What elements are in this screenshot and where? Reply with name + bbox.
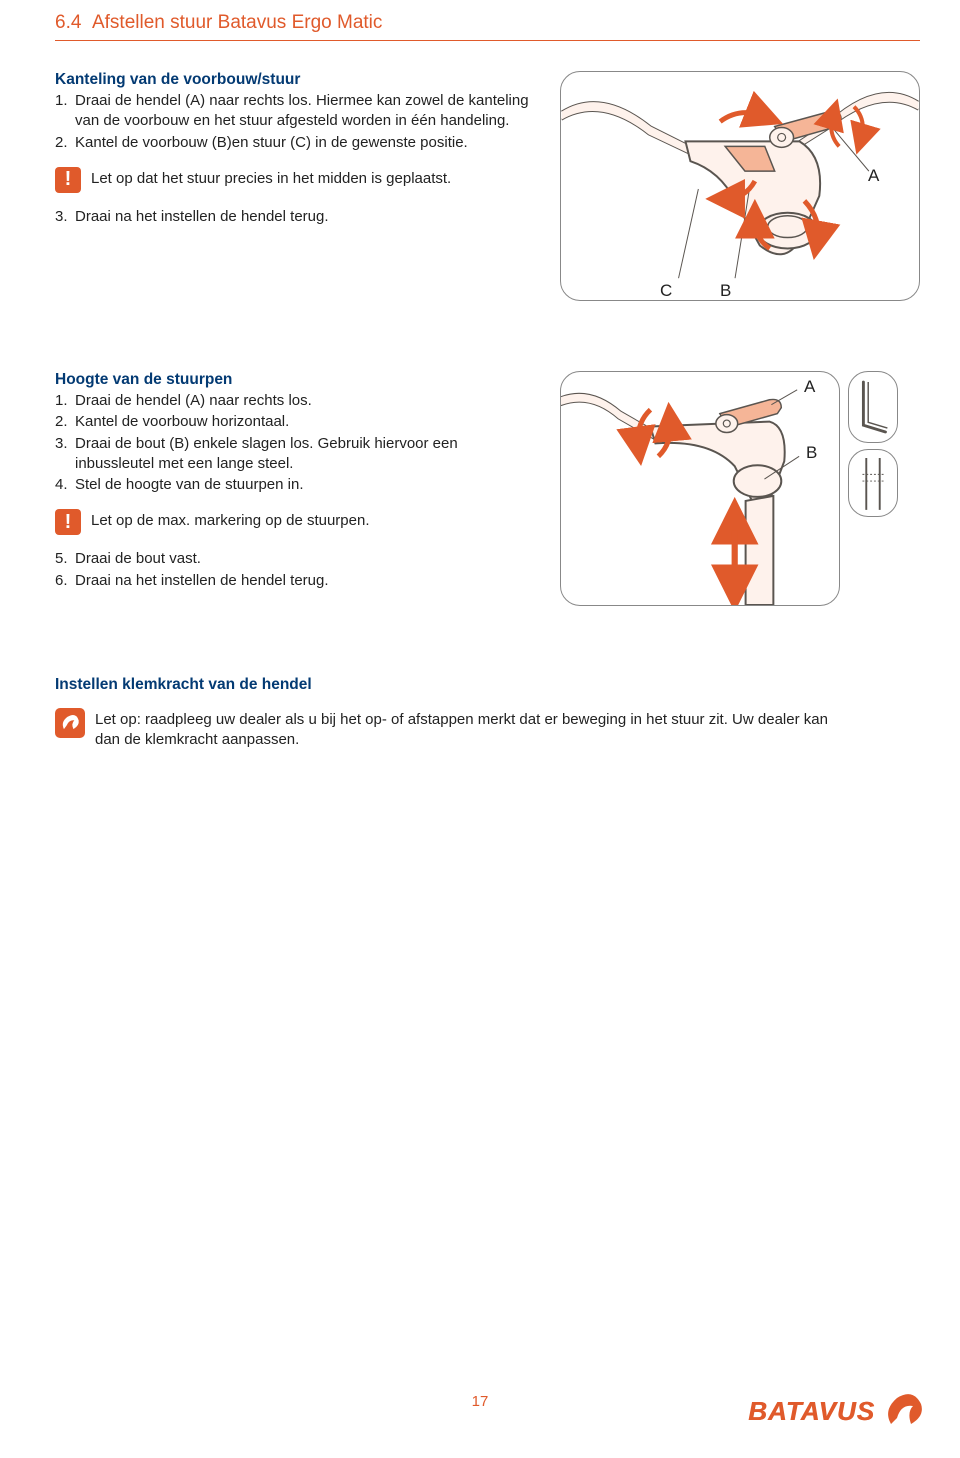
section-heading: 6.4 Afstellen stuur Batavus Ergo Matic [55,12,920,41]
list-item: 5. Draai de bout vast. [55,549,535,569]
warning-icon: ! [55,509,81,535]
list-item: 4. Stel de hoogte van de stuurpen in. [55,475,535,495]
block2-list-after: 5. Draai de bout vast. 6. Draai na het i… [55,549,535,591]
footer-brand-text: BATAVUS [748,1396,875,1427]
figure-label-A: A [804,377,815,397]
block1-list: 1. Draai de hendel (A) naar rechts los. … [55,91,535,153]
item-text: Draai de bout vast. [75,549,535,569]
list-item: 2. Kantel de voorbouw (B)en stuur (C) in… [55,133,535,153]
item-text: Draai de hendel (A) naar rechts los. Hie… [75,91,535,132]
block-hoogte: Hoogte van de stuurpen 1. Draai de hende… [55,371,920,606]
item-text: Kantel de voorbouw (B)en stuur (C) in de… [75,133,535,153]
item-number: 5. [55,549,75,569]
handlebar-diagram-1 [561,72,919,300]
list-item: 3. Draai de bout (B) enkele slagen los. … [55,434,535,475]
block-kanteling: Kanteling van de voorbouw/stuur 1. Draai… [55,71,920,301]
item-number: 2. [55,133,75,153]
batavus-logo-icon [55,708,85,738]
item-text: Draai na het instellen de hendel terug. [75,571,535,591]
item-number: 6. [55,571,75,591]
dealer-note-row: Let op: raadpleeg uw dealer als u bij he… [55,708,920,751]
stem-marking-icon [849,450,897,516]
section-title-text: Afstellen stuur Batavus Ergo Matic [92,12,382,33]
handlebar-diagram-2 [561,372,839,605]
block2-list: 1. Draai de hendel (A) naar rechts los. … [55,391,535,495]
footer-logo: BATAVUS [748,1390,925,1432]
figure-label-B: B [720,281,731,301]
block3-subtitle: Instellen klemkracht van de hendel [55,676,920,694]
warning-icon: ! [55,167,81,193]
list-item: 2. Kantel de voorbouw horizontaal. [55,412,535,432]
section-number: 6.4 [55,12,81,33]
list-item: 1. Draai de hendel (A) naar rechts los. [55,391,535,411]
batavus-swirl-icon [883,1390,925,1432]
item-text: Kantel de voorbouw horizontaal. [75,412,535,432]
item-number: 1. [55,391,75,411]
figure-1: A B C [560,71,920,301]
item-text: Draai de bout (B) enkele slagen los. Geb… [75,434,535,475]
figure-2: A B [560,371,920,606]
item-number: 3. [55,207,75,227]
figure-label-A: A [868,166,879,186]
block1-list-after: 3. Draai na het instellen de hendel teru… [55,207,535,227]
list-item: 3. Draai na het instellen de hendel teru… [55,207,535,227]
hex-key-icon [849,372,897,442]
warning-row: ! Let op de max. markering op de stuurpe… [55,509,535,535]
item-text: Draai de hendel (A) naar rechts los. [75,391,535,411]
item-number: 3. [55,434,75,454]
list-item: 6. Draai na het instellen de hendel teru… [55,571,535,591]
dealer-note-text: Let op: raadpleeg uw dealer als u bij he… [95,708,835,751]
figure-label-B: B [806,443,817,463]
item-text: Draai na het instellen de hendel terug. [75,207,535,227]
warning-row: ! Let op dat het stuur precies in het mi… [55,167,535,193]
figure-label-C: C [660,281,672,301]
block1-subtitle: Kanteling van de voorbouw/stuur [55,71,535,89]
item-number: 4. [55,475,75,495]
list-item: 1. Draai de hendel (A) naar rechts los. … [55,91,535,132]
block-klemkracht: Instellen klemkracht van de hendel Let o… [55,676,920,751]
item-number: 2. [55,412,75,432]
page-number: 17 [472,1393,489,1410]
item-number: 1. [55,91,75,111]
item-text: Stel de hoogte van de stuurpen in. [75,475,535,495]
warning-text: Let op de max. markering op de stuurpen. [91,509,370,531]
block2-subtitle: Hoogte van de stuurpen [55,371,535,389]
warning-text: Let op dat het stuur precies in het midd… [91,167,451,189]
